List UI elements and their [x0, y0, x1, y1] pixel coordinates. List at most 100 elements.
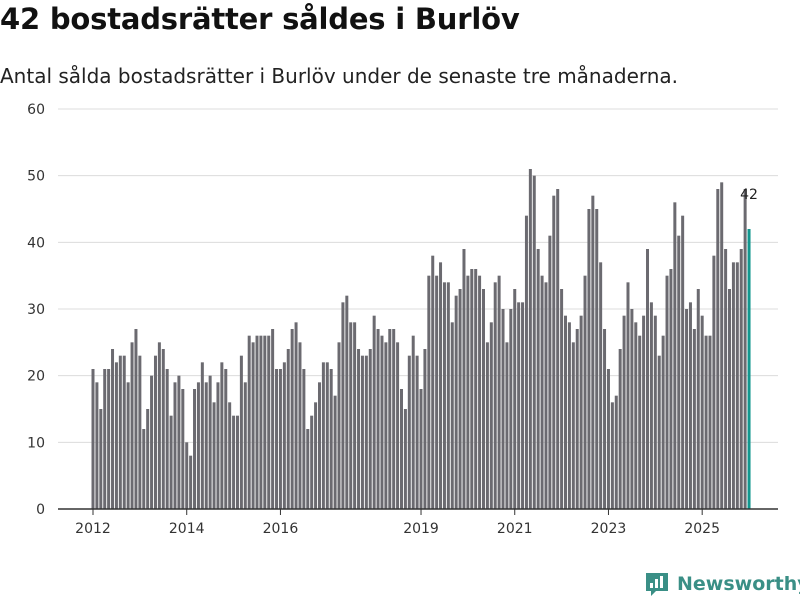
- bar: [235, 415, 239, 509]
- bar: [228, 402, 232, 509]
- x-tick-label: 2012: [75, 521, 111, 537]
- bar: [536, 249, 540, 509]
- bar: [591, 195, 595, 510]
- bar: [743, 189, 747, 509]
- bar: [302, 369, 306, 509]
- y-tick-label: 40: [27, 235, 45, 251]
- bar: [731, 262, 735, 509]
- bar: [306, 429, 310, 509]
- bar: [470, 269, 474, 509]
- bar: [599, 262, 603, 509]
- bar: [587, 209, 591, 509]
- bar: [700, 315, 704, 509]
- x-axis-ticks: 2012 2014 2016 2019 2021 2023 2025: [75, 509, 720, 537]
- bar: [657, 355, 661, 509]
- bar: [337, 342, 341, 509]
- bar: [196, 382, 200, 509]
- bar: [298, 342, 302, 509]
- bars: 42: [91, 169, 758, 510]
- bar: [606, 369, 610, 509]
- bar: [150, 375, 154, 509]
- bar: [130, 342, 134, 509]
- bar: [673, 202, 677, 509]
- bar: [513, 289, 517, 509]
- bar: [442, 282, 446, 509]
- bar: [317, 382, 321, 509]
- bar: [349, 322, 353, 509]
- bar: [95, 382, 99, 509]
- bar: [224, 369, 228, 509]
- bar: [189, 455, 193, 509]
- bar: [271, 329, 275, 509]
- bar: [232, 415, 236, 509]
- bar: [728, 289, 732, 509]
- bar: [423, 349, 427, 509]
- bar: [263, 335, 267, 509]
- y-axis-ticks: 0 10 20 30 40 50 60: [27, 102, 45, 518]
- brand[interactable]: Newsworthy: [643, 569, 800, 599]
- bar: [325, 362, 329, 509]
- bar: [692, 329, 696, 509]
- bar: [169, 415, 173, 509]
- bar: [122, 355, 126, 509]
- bar: [99, 409, 103, 509]
- bar: [185, 442, 189, 509]
- bar: [255, 335, 259, 509]
- bar: [665, 275, 669, 509]
- bar: [400, 389, 403, 509]
- bar: [411, 335, 415, 509]
- newsworthy-logo-icon: [646, 573, 668, 596]
- x-tick-label: 2019: [403, 521, 439, 537]
- bar: [567, 322, 571, 509]
- bar: [341, 302, 345, 509]
- bar: [239, 355, 243, 509]
- bar: [642, 315, 646, 509]
- bar: [286, 349, 290, 509]
- bar: [720, 182, 724, 509]
- bar: [267, 335, 271, 509]
- bar: [622, 315, 626, 509]
- bar: [153, 355, 157, 509]
- y-tick-label: 10: [27, 435, 45, 451]
- bar: [603, 329, 607, 509]
- bar: [688, 302, 692, 509]
- bar: [450, 322, 454, 509]
- bar: [735, 262, 739, 509]
- bar: [524, 215, 528, 510]
- bar: [485, 342, 489, 509]
- bar: [466, 275, 470, 509]
- chart-subtitle: Antal sålda bostadsrätter i Burlöv under…: [0, 64, 679, 88]
- bar: [321, 362, 325, 509]
- y-tick-label: 0: [36, 502, 45, 518]
- bar: [712, 255, 716, 509]
- bar: [216, 382, 220, 509]
- bar: [532, 175, 536, 510]
- bar: [618, 349, 622, 509]
- bar: [685, 309, 689, 509]
- bar: [91, 369, 95, 509]
- bar: [396, 342, 400, 509]
- bar: [435, 275, 439, 509]
- bar: [403, 409, 407, 509]
- bar: [208, 375, 212, 509]
- bar: [247, 335, 251, 509]
- bar: [677, 235, 681, 510]
- bar: [368, 349, 372, 509]
- bar: [357, 349, 361, 509]
- bar: [419, 389, 423, 509]
- bar: [575, 329, 579, 509]
- bar: [653, 315, 657, 509]
- bar: [161, 349, 165, 509]
- bar: [333, 395, 337, 509]
- bar: [556, 189, 560, 509]
- bar: [560, 289, 564, 509]
- bar: [579, 315, 583, 509]
- bar: [571, 342, 575, 509]
- bar: [626, 282, 630, 509]
- bar: [521, 302, 525, 509]
- bar: [146, 409, 150, 509]
- bar: [669, 269, 673, 509]
- bar: [501, 309, 505, 509]
- bar: [384, 342, 388, 509]
